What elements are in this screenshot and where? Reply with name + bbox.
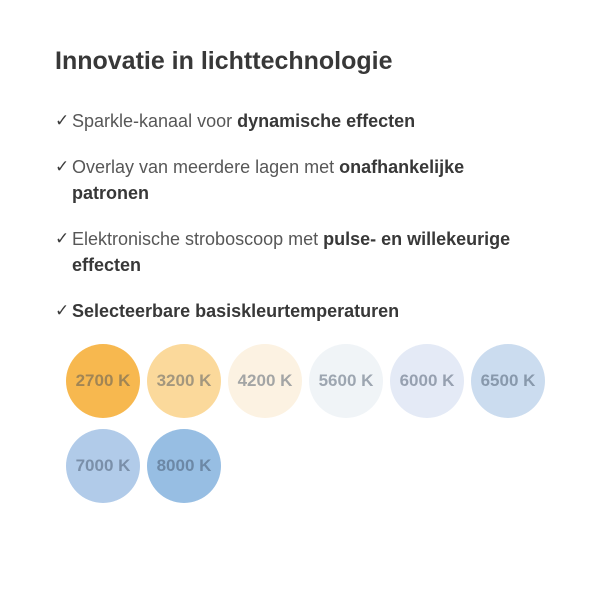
temperature-swatch-4200k: 4200 K (228, 344, 302, 418)
temperature-label: 5600 K (318, 371, 374, 390)
page-title: Innovatie in lichttechnologie (55, 47, 393, 75)
feature-text-regular: Sparkle-kanaal voor (72, 111, 238, 131)
feature-item-overlay: ✓ Overlay van meerdere lagen met onafhan… (55, 154, 560, 206)
feature-text-regular: Elektronische stroboscoop met (72, 229, 324, 249)
check-icon: ✓ (55, 157, 70, 176)
temperature-swatch-7000k: 7000 K (66, 429, 140, 503)
feature-text-bold: onafhankelijke patronen (72, 157, 465, 203)
feature-text: Selecteerbare basiskleurtemperaturen (72, 298, 399, 324)
temperature-label: 6500 K (480, 371, 536, 390)
temperature-swatch-5600k: 5600 K (309, 344, 383, 418)
temperature-label: 8000 K (156, 456, 212, 475)
feature-text: Overlay van meerdere lagen met onafhanke… (72, 154, 522, 206)
feature-list: ✓ Sparkle-kanaal voor dynamische effecte… (55, 108, 560, 324)
feature-text-bold: Selecteerbare basiskleurtemperaturen (72, 301, 400, 321)
temperature-swatches: 2700 K 3200 K 4200 K 5600 K 6000 K 6500 … (66, 344, 546, 503)
temperature-swatch-6500k: 6500 K (471, 344, 545, 418)
check-icon: ✓ (55, 229, 70, 248)
temperature-label: 2700 K (75, 371, 131, 390)
check-icon: ✓ (55, 301, 70, 320)
temperature-swatch-6000k: 6000 K (390, 344, 464, 418)
check-icon: ✓ (55, 111, 70, 130)
feature-text: Elektronische stroboscoop met pulse- en … (72, 226, 522, 278)
feature-item-stroboscope: ✓ Elektronische stroboscoop met pulse- e… (55, 226, 560, 278)
feature-item-sparkle: ✓ Sparkle-kanaal voor dynamische effecte… (55, 108, 560, 134)
temperature-label: 7000 K (75, 456, 131, 475)
temperature-swatch-8000k: 8000 K (147, 429, 221, 503)
temperature-label: 6000 K (399, 371, 455, 390)
temperature-label: 4200 K (237, 371, 293, 390)
temperature-label: 3200 K (156, 371, 212, 390)
temperature-swatch-3200k: 3200 K (147, 344, 221, 418)
feature-text-regular: Overlay van meerdere lagen met (72, 157, 340, 177)
feature-text-bold: pulse- en willekeurige effecten (72, 229, 511, 275)
feature-item-color-temperatures: ✓ Selecteerbare basiskleurtemperaturen (55, 298, 560, 324)
temperature-swatch-2700k: 2700 K (66, 344, 140, 418)
feature-text: Sparkle-kanaal voor dynamische effecten (72, 108, 415, 134)
feature-text-bold: dynamische effecten (237, 111, 416, 131)
